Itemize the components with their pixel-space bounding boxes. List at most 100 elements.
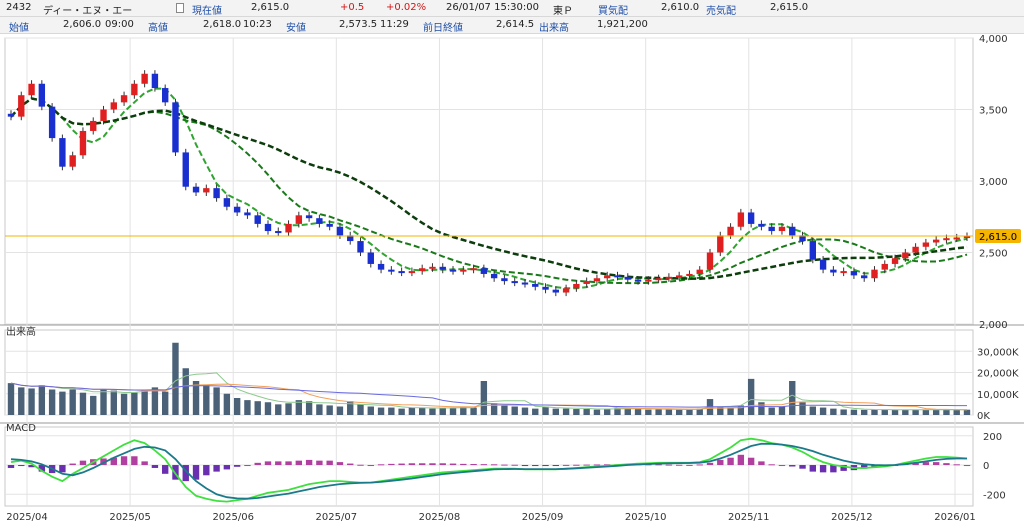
macd-histogram-bar: [789, 465, 796, 467]
stock-chart[interactable]: 出来高 MACD 2025/04 2025/05 2025/06 2025/07 202…: [0, 34, 1024, 530]
volume-bar: [172, 342, 179, 415]
volume-bar: [233, 398, 241, 415]
macd-histogram-bar: [264, 461, 272, 466]
volume-bar: [151, 387, 159, 415]
prev-close-label: 前日終値: [423, 23, 463, 34]
volume-bar: [645, 409, 652, 415]
volume-value: 1,921,200: [597, 19, 648, 30]
volume-tick-label: 20,000K: [977, 369, 1019, 380]
candle-body: [151, 73, 159, 89]
candle-body: [100, 109, 107, 121]
candle-body: [737, 212, 745, 227]
macd-tick-label: -200: [983, 490, 1006, 501]
macd-histogram-bar: [233, 465, 241, 467]
candle-body: [398, 271, 405, 274]
macd-histogram-bar: [696, 464, 703, 466]
candle-body: [768, 226, 775, 232]
volume-tick-label: 30,000K: [977, 347, 1019, 358]
macd-histogram-bar: [830, 465, 837, 473]
volume-bar: [305, 401, 313, 415]
current-price-label: 2,615.0: [979, 232, 1017, 243]
candle-body: [439, 266, 446, 270]
volume-bar: [141, 389, 148, 415]
candle-body: [449, 269, 457, 272]
volume-bar: [532, 408, 539, 415]
candle-body: [336, 226, 344, 236]
candle-body: [7, 113, 15, 117]
x-tick-label: 2025/08: [419, 512, 461, 523]
open-value: 2,606.0: [63, 19, 102, 30]
volume-bar: [48, 389, 56, 415]
volume-bar: [7, 383, 15, 415]
candle-body: [429, 266, 436, 269]
volume-bar: [336, 406, 344, 415]
candle-body: [953, 237, 960, 240]
volume-tick-label: 10,000K: [977, 390, 1019, 401]
candle-body: [542, 286, 549, 290]
macd-histogram-bar: [223, 465, 231, 470]
candle-body: [357, 241, 364, 253]
macd-histogram-bar: [429, 463, 436, 466]
volume-bar: [470, 407, 477, 415]
macd-histogram-bar: [192, 465, 200, 480]
macd-histogram-bar: [69, 463, 76, 466]
volume-bar: [285, 403, 292, 415]
candle-body: [809, 241, 816, 260]
candle-body: [943, 238, 950, 241]
volume-bar: [59, 391, 66, 415]
volume-bar: [778, 406, 786, 415]
candle-body: [604, 275, 611, 279]
chart-axes: 2025/04 2025/05 2025/06 2025/07 2025/08 2025/…: [6, 34, 1021, 523]
candle-body: [460, 269, 467, 272]
volume-label: 出来高: [539, 23, 569, 34]
volume-bar: [737, 405, 745, 415]
macd-histogram-bar: [943, 463, 950, 466]
candle-body: [819, 259, 827, 270]
candle-body: [90, 120, 97, 131]
candle-body: [192, 186, 200, 193]
volume-panel: 出来高: [6, 325, 971, 415]
volume-bar: [367, 406, 374, 415]
volume-bar: [439, 407, 446, 415]
ma-long-line: [10, 97, 968, 280]
volume-bar: [604, 408, 611, 415]
volume-bar: [264, 402, 272, 415]
volume-bar: [120, 393, 128, 415]
macd-tick-label: 0: [983, 461, 989, 472]
volume-ma-short: [10, 372, 967, 411]
candle-body: [367, 252, 374, 264]
candle-body: [645, 279, 652, 282]
x-tick-label: 2026/01: [934, 512, 976, 523]
candle-body: [347, 235, 354, 242]
volume-bar: [162, 391, 169, 415]
macd-histogram-bar: [100, 458, 107, 466]
volume-bar: [552, 408, 560, 415]
volume-bar: [562, 408, 570, 415]
price-tick-label: 3,000: [979, 177, 1008, 188]
candle-body: [696, 269, 703, 274]
macd-histogram-bar: [408, 463, 416, 466]
macd-histogram-bar: [203, 465, 210, 476]
candle-body: [686, 273, 693, 276]
macd-histogram-bar: [28, 465, 35, 468]
macd-histogram-bar: [347, 463, 354, 466]
volume-bar: [244, 400, 251, 415]
macd-histogram-bar: [254, 462, 261, 466]
candle-body: [963, 236, 971, 239]
macd-histogram-bar: [316, 460, 323, 466]
volume-bar: [789, 381, 796, 415]
candle-body: [470, 268, 477, 271]
candle-body: [573, 283, 580, 289]
candle-body: [891, 258, 899, 264]
volume-bar: [295, 400, 303, 415]
bid-value: 2,610.0: [661, 2, 700, 13]
volume-bar: [79, 392, 87, 415]
volume-bar: [388, 407, 395, 415]
volume-bar: [90, 395, 97, 415]
candle-body: [203, 188, 210, 193]
volume-bar: [634, 409, 642, 415]
quote-header-row-2: 始値 2,606.0 09:00 高値 2,618.0 10:23 安値 2,5…: [0, 17, 1024, 34]
volume-bar: [758, 402, 765, 415]
document-icon[interactable]: [176, 3, 184, 13]
volume-bar: [819, 407, 827, 415]
